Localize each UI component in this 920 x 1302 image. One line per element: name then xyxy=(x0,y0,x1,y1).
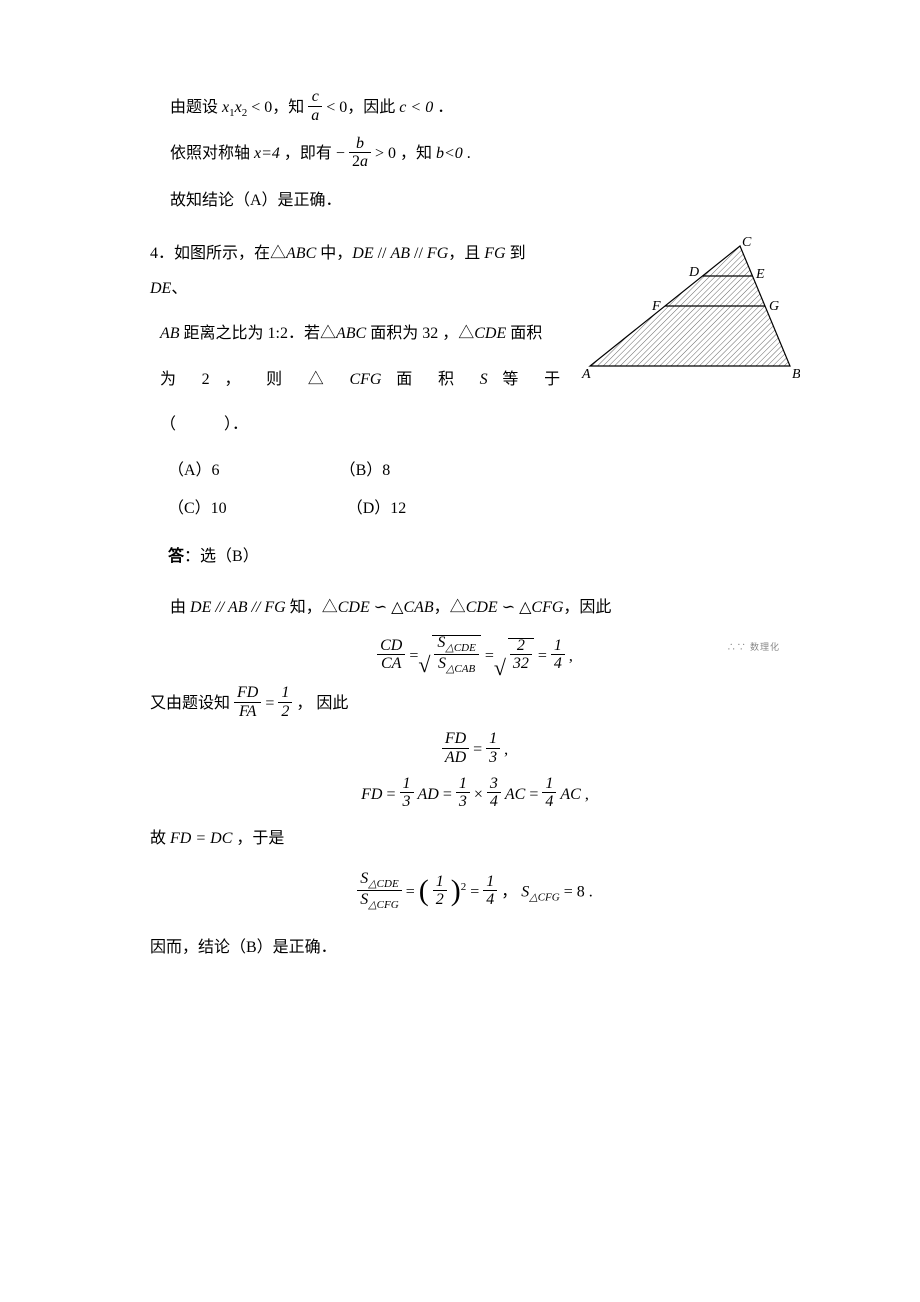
page: 由题设 x1x2 < 0，知 c a < 0，因此 c < 0 ． 依照对称轴 … xyxy=(0,0,920,1302)
text: ，即有 − xyxy=(284,145,345,162)
p4-line1: 4．如图所示，在△ABC 中，DE // AB // FG，且 FG 到 DE、 xyxy=(150,236,560,306)
watermark: ∴∵ 数理化 xyxy=(727,640,780,653)
lparen-icon: ( xyxy=(419,876,429,906)
text: . xyxy=(467,145,471,162)
expr-x1x2: x1x2 xyxy=(222,99,247,116)
choice-C: （C）10 xyxy=(168,490,227,528)
choice-row-1: （A）6 （B）8 xyxy=(168,452,800,490)
sol4-eq3: FD = 1 3 AD = 1 3 × 3 4 AC = 1 4 AC , xyxy=(150,777,800,813)
text: 又由题设知 xyxy=(150,695,234,712)
expr-c-lt-0: c < 0 xyxy=(399,99,433,116)
sol3-line3: 故知结论（A）是正确． xyxy=(170,183,800,218)
sol4-eq1: CD CA = S△CDE S△CAB = 2 32 = 1 xyxy=(150,635,800,678)
text: 故 xyxy=(150,830,170,847)
sol3-line2: 依照对称轴 x=4 ，即有 − b 22aa > 0 ，知 b<0 . xyxy=(170,136,800,172)
problem-4: 4．如图所示，在△ABC 中，DE // AB // FG，且 FG 到 DE、… xyxy=(150,236,800,452)
choice-B: （B）8 xyxy=(340,452,391,490)
parallel-expr: DE // AB // FG xyxy=(190,599,286,616)
sol4-eq2: FD AD = 1 3 , xyxy=(150,732,800,768)
expr-b-lt-0: b<0 xyxy=(436,145,463,162)
label-G: G xyxy=(769,299,779,314)
label-F: F xyxy=(651,299,661,314)
text: < 0，因此 xyxy=(326,99,399,116)
frac-1-4: 1 4 xyxy=(551,637,565,673)
eq: = xyxy=(473,741,486,758)
frac-c-over-a: c a xyxy=(308,88,322,124)
sqrt-ratio-s: S△CDE S△CAB xyxy=(422,635,480,678)
sol4-conclusion: 因而，结论（B）是正确． xyxy=(150,930,800,965)
frac-fd-fa: FD FA xyxy=(234,684,261,720)
label-A: A xyxy=(581,367,591,382)
label-D: D xyxy=(688,265,699,280)
sol4-s3: 故 FD = DC ，于是 xyxy=(150,821,800,856)
label-B: B xyxy=(792,367,800,382)
choice-row-2: （C）10 （D）12 xyxy=(168,490,800,528)
text: > 0 ，知 xyxy=(375,145,436,162)
choice-A: （A）6 xyxy=(168,452,220,490)
text: 依照对称轴 xyxy=(170,145,254,162)
FD: FD xyxy=(361,786,382,803)
sol4-s1: 由 DE // AB // FG 知，△CDE ∽ △CAB，△CDE ∽ △C… xyxy=(170,590,800,625)
fd-eq-dc: FD = DC xyxy=(170,830,232,847)
answer-label: 答 xyxy=(168,548,184,565)
comma: , xyxy=(504,741,508,758)
label-C: C xyxy=(742,236,752,250)
choices: （A）6 （B）8 （C）10 （D）12 xyxy=(168,452,800,529)
label-E: E xyxy=(755,267,765,282)
problem-4-text: 4．如图所示，在△ABC 中，DE // AB // FG，且 FG 到 DE、… xyxy=(150,236,560,452)
rparen-icon: ) xyxy=(451,876,461,906)
frac-fd-ad: FD AD xyxy=(442,730,469,766)
text: ． xyxy=(437,99,453,116)
expr-x-eq-4: x=4 xyxy=(254,145,280,162)
text: 由题设 xyxy=(170,99,222,116)
frac-1-3: 1 3 xyxy=(486,730,500,766)
choice-D: （D）12 xyxy=(347,490,407,528)
sol3-line1: 由题设 x1x2 < 0，知 c a < 0，因此 c < 0 ． xyxy=(170,90,800,126)
sol4-s2: 又由题设知 FD FA = 1 2 ， 因此 xyxy=(150,686,800,722)
frac-b-over-2a: b 22aa xyxy=(349,135,371,171)
text: < 0，知 xyxy=(251,99,308,116)
triangle-svg: A B C D E F G xyxy=(580,236,800,386)
sqrt-2-32: 2 32 xyxy=(498,638,534,675)
frac-scde-scfg: S△CDE S△CFG xyxy=(357,870,401,912)
eq: = xyxy=(538,648,551,665)
text: 由 xyxy=(170,599,190,616)
comma: , xyxy=(569,648,573,665)
problem-number: 4． xyxy=(150,245,174,262)
text: 如图所示，在△ABC 中，DE // AB // FG，且 FG 到 DE、 xyxy=(150,245,526,297)
triangle-figure: A B C D E F G xyxy=(580,236,800,391)
text: 知，△CDE ∽ △CAB，△CDE ∽ △CFG，因此 xyxy=(290,599,612,616)
p4-line3: 为 2 ， 则 △ CFG 面 积 S 等 于 xyxy=(160,362,560,397)
answer-text: ：选（B） xyxy=(184,548,259,565)
sol4-answer: 答：选（B） xyxy=(168,539,800,574)
p4-line2: AB 距离之比为 1:2．若△ABC 面积为 32 ，△CDE 面积 xyxy=(160,316,560,351)
text: ，于是 xyxy=(236,830,284,847)
p4-line4: （ ）． xyxy=(160,407,560,442)
frac-cd-ca: CD CA xyxy=(377,637,405,673)
eq: = xyxy=(265,695,278,712)
sol4-eq4: S△CDE S△CFG = ( 1 2 )2 = 1 4 ， S△CFG = 8… xyxy=(150,872,800,914)
text: ， 因此 xyxy=(296,695,348,712)
frac-1-2: 1 2 xyxy=(278,684,292,720)
